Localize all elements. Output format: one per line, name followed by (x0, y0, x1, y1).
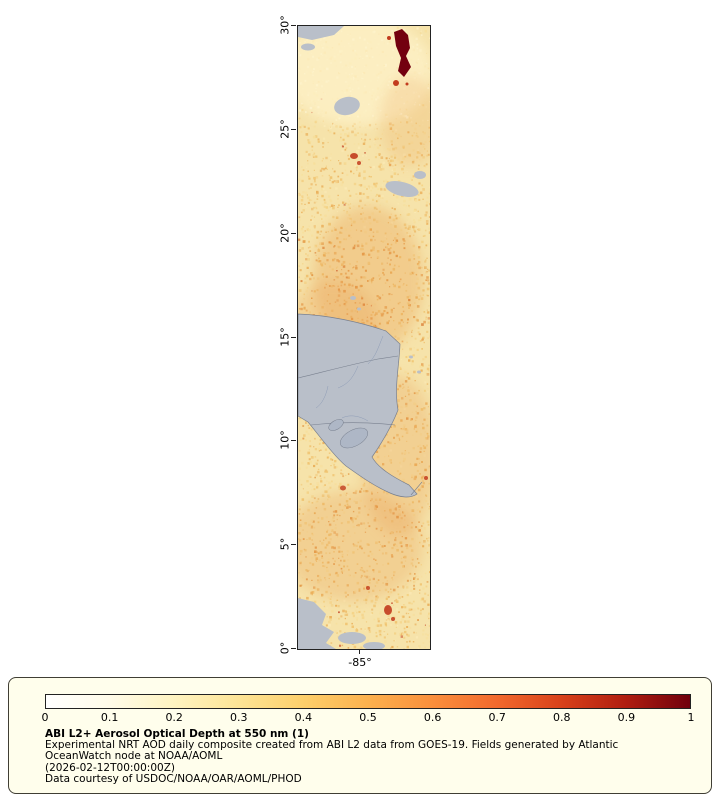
lat-axis: 30° 25° 20° 15° 10° 5° 0° (0, 15, 297, 654)
legend-text: ABI L2+ Aerosol Optical Depth at 550 nm … (45, 728, 619, 785)
colorbar-tick-label: 0.9 (617, 711, 636, 724)
legend-credit: Data courtesy of USDOC/NOAA/OAR/AOML/PHO… (45, 772, 302, 785)
lat-tickmark (291, 440, 296, 442)
lat-tick-label: 30° (278, 15, 292, 35)
lat-tick-label: 25° (278, 119, 292, 139)
landmass-central-america (298, 313, 423, 498)
lake-nicaragua (339, 427, 369, 449)
colorbar-tick-label: 0.6 (423, 711, 442, 724)
legend-description-line2: OceanWatch node at NOAA/AOML (45, 750, 223, 763)
colorbar-tick-label: 0.8 (553, 711, 571, 724)
colorbar-tick-label: 1 (687, 711, 695, 724)
lat-tick-label: 10° (278, 430, 292, 451)
legend-title: ABI L2+ Aerosol Optical Depth at 550 nm … (45, 728, 309, 740)
colorbar-tick-label: 0 (41, 711, 49, 724)
colorbar-tick-label: 0.7 (488, 711, 506, 724)
border-nicaragua-costarica (310, 422, 396, 426)
lat-tick-label: 20° (278, 222, 292, 243)
lat-tick-label: 15° (278, 326, 292, 347)
lat-tickmark (291, 128, 296, 130)
aod-regional-tints (298, 26, 430, 601)
colorbar-tick-label: 0.3 (230, 711, 248, 724)
land-shape (298, 313, 418, 498)
lon-tickmark (359, 649, 360, 654)
lake-managua (328, 419, 344, 431)
lon-tick-label: -85° (348, 656, 372, 669)
lat-tickmark (291, 336, 296, 338)
river-lines (315, 335, 384, 422)
colorbar-tick-label: 0.2 (165, 711, 183, 724)
lat-tickmark (291, 544, 296, 546)
colorbar-tick-label: 0.4 (294, 711, 313, 724)
legend-timestamp: (2026-02-12T00:00:00Z) (45, 761, 175, 774)
border-costarica-panama (410, 481, 423, 496)
aod-map (298, 26, 430, 649)
colorbar-tick-label: 0.1 (100, 711, 119, 724)
lat-tickmark (291, 25, 296, 26)
no-data-patches (298, 26, 426, 649)
colorbar-ticks: 0 0.1 0.2 0.3 0.4 0.5 0.6 0.7 0.8 0.9 1 (41, 711, 695, 725)
map-frame (297, 25, 431, 650)
colorbar (45, 694, 691, 709)
high-aod-hotspots (340, 29, 428, 621)
lat-tick-label: 0° (278, 641, 292, 655)
border-honduras-nicaragua (298, 355, 399, 379)
lat-tick-label: 5° (278, 537, 292, 551)
lat-tickmark (291, 232, 296, 234)
lon-axis: -85° (297, 649, 429, 673)
legend-description-line1: Experimental NRT AOD daily composite cre… (45, 739, 619, 752)
lat-tickmark (291, 648, 296, 649)
colorbar-tick-label: 0.5 (359, 711, 377, 724)
legend-panel: 0 0.1 0.2 0.3 0.4 0.5 0.6 0.7 0.8 0.9 1 ABI L2+ Ae… (8, 677, 712, 794)
